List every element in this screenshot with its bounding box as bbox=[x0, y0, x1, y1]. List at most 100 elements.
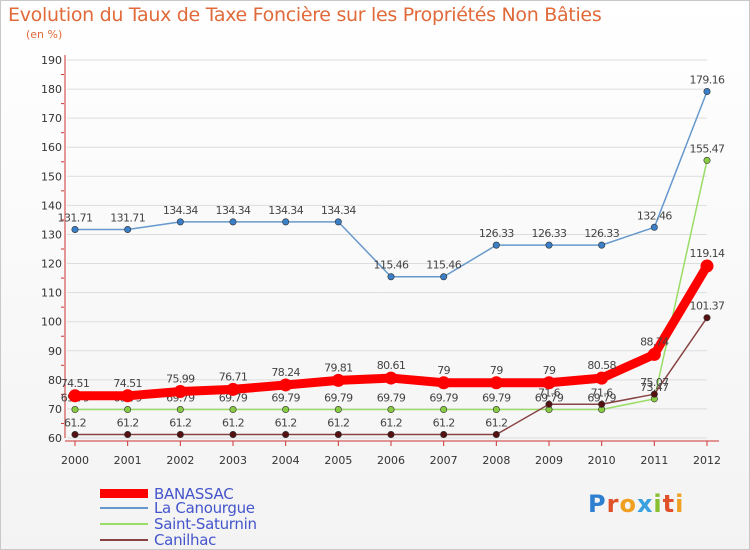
legend-label-canilhac: Canilhac bbox=[154, 530, 217, 549]
data-point bbox=[387, 273, 395, 281]
data-point bbox=[492, 406, 500, 414]
logo-letter: o bbox=[619, 490, 637, 518]
series-line-la-canourgue bbox=[74, 90, 708, 278]
logo-letter: P bbox=[588, 490, 607, 518]
data-point bbox=[703, 88, 711, 96]
y-tick-label: 100 bbox=[41, 316, 62, 329]
data-point bbox=[334, 218, 342, 226]
data-point bbox=[282, 406, 290, 414]
data-label: 61.2 bbox=[433, 417, 455, 430]
legend-item-canilhac: Canilhac bbox=[100, 530, 217, 549]
data-label: 74.51 bbox=[113, 377, 142, 390]
data-point bbox=[229, 431, 237, 439]
data-label: 115.46 bbox=[374, 259, 409, 272]
logo-letter: t bbox=[662, 490, 676, 518]
data-label: 76.71 bbox=[219, 370, 248, 383]
data-point bbox=[647, 347, 661, 361]
logo-letter: i bbox=[653, 490, 663, 518]
data-point bbox=[121, 389, 135, 403]
x-tick-label: 2001 bbox=[114, 454, 142, 467]
data-point bbox=[492, 241, 500, 249]
data-point bbox=[334, 431, 342, 439]
data-point bbox=[598, 241, 606, 249]
logo-letter: r bbox=[606, 490, 620, 518]
data-point bbox=[703, 156, 711, 164]
data-point bbox=[650, 223, 658, 231]
data-point bbox=[595, 371, 609, 385]
data-label: 79 bbox=[490, 364, 503, 377]
data-point bbox=[229, 406, 237, 414]
data-point bbox=[437, 376, 451, 390]
data-point bbox=[489, 376, 503, 390]
legend-label-saint-saturnin: Saint-Saturnin bbox=[154, 514, 257, 533]
data-label: 79 bbox=[543, 364, 556, 377]
data-label: 71.6 bbox=[538, 386, 561, 399]
y-tick-label: 170 bbox=[41, 112, 62, 125]
data-point bbox=[68, 389, 82, 403]
data-point bbox=[279, 378, 293, 392]
x-tick-label: 2012 bbox=[693, 454, 721, 467]
data-label: 61.2 bbox=[222, 417, 244, 430]
data-point bbox=[598, 400, 606, 408]
data-point bbox=[173, 385, 187, 399]
data-label: 131.71 bbox=[110, 211, 145, 224]
data-label: 61.2 bbox=[117, 417, 139, 430]
x-tick-label: 2005 bbox=[324, 454, 352, 467]
data-label: 75.07 bbox=[640, 376, 669, 389]
x-tick-label: 2007 bbox=[430, 454, 458, 467]
legend-swatch-banassac bbox=[100, 489, 148, 498]
data-point bbox=[703, 314, 711, 322]
legend-label-la-canourgue: La Canourgue bbox=[154, 498, 255, 517]
data-label: 134.34 bbox=[268, 204, 303, 217]
data-label: 69.79 bbox=[219, 392, 248, 405]
data-label: 61.2 bbox=[275, 417, 297, 430]
legend-item-banassac: BANASSAC bbox=[100, 484, 234, 503]
data-label: 126.33 bbox=[479, 227, 514, 240]
data-point bbox=[229, 218, 237, 226]
data-label: 79.81 bbox=[324, 361, 353, 374]
data-point bbox=[71, 431, 79, 439]
data-point bbox=[124, 225, 132, 233]
data-point bbox=[176, 218, 184, 226]
data-point bbox=[71, 406, 79, 414]
data-label: 69.79 bbox=[377, 392, 406, 405]
y-tick-label: 80 bbox=[48, 374, 62, 387]
legend-item-saint-saturnin: Saint-Saturnin bbox=[100, 514, 257, 533]
data-point bbox=[282, 431, 290, 439]
x-tick-label: 2000 bbox=[61, 454, 89, 467]
data-point bbox=[650, 390, 658, 398]
data-point bbox=[176, 431, 184, 439]
data-point bbox=[387, 406, 395, 414]
data-label: 61.2 bbox=[380, 417, 402, 430]
data-point bbox=[545, 400, 553, 408]
y-tick-label: 130 bbox=[41, 228, 62, 241]
data-label: 134.34 bbox=[321, 204, 356, 217]
data-label: 69.79 bbox=[535, 392, 564, 405]
data-label: 88.74 bbox=[640, 335, 669, 348]
data-point bbox=[226, 382, 240, 396]
legend-label-banassac: BANASSAC bbox=[154, 484, 234, 503]
y-tick-label: 90 bbox=[48, 345, 62, 358]
y-tick-label: 180 bbox=[41, 83, 62, 96]
data-label: 79 bbox=[437, 364, 450, 377]
logo-letter: x bbox=[636, 490, 654, 518]
y-tick-label: 60 bbox=[48, 432, 62, 445]
logo-letter: i bbox=[675, 490, 685, 518]
data-point bbox=[492, 431, 500, 439]
data-point bbox=[545, 241, 553, 249]
data-label: 69.79 bbox=[429, 392, 458, 405]
data-label: 80.61 bbox=[377, 359, 406, 372]
data-label: 74.51 bbox=[61, 377, 90, 390]
data-point bbox=[124, 431, 132, 439]
y-tick-label: 190 bbox=[41, 54, 62, 67]
data-point bbox=[334, 406, 342, 414]
data-label: 61.2 bbox=[485, 417, 507, 430]
proxiti-logo: Proxiti bbox=[588, 490, 684, 518]
data-point bbox=[440, 431, 448, 439]
data-label: 126.33 bbox=[532, 227, 567, 240]
data-point bbox=[542, 376, 556, 390]
data-label: 101.37 bbox=[690, 300, 725, 313]
data-label: 69.79 bbox=[482, 392, 511, 405]
data-point bbox=[124, 406, 132, 414]
